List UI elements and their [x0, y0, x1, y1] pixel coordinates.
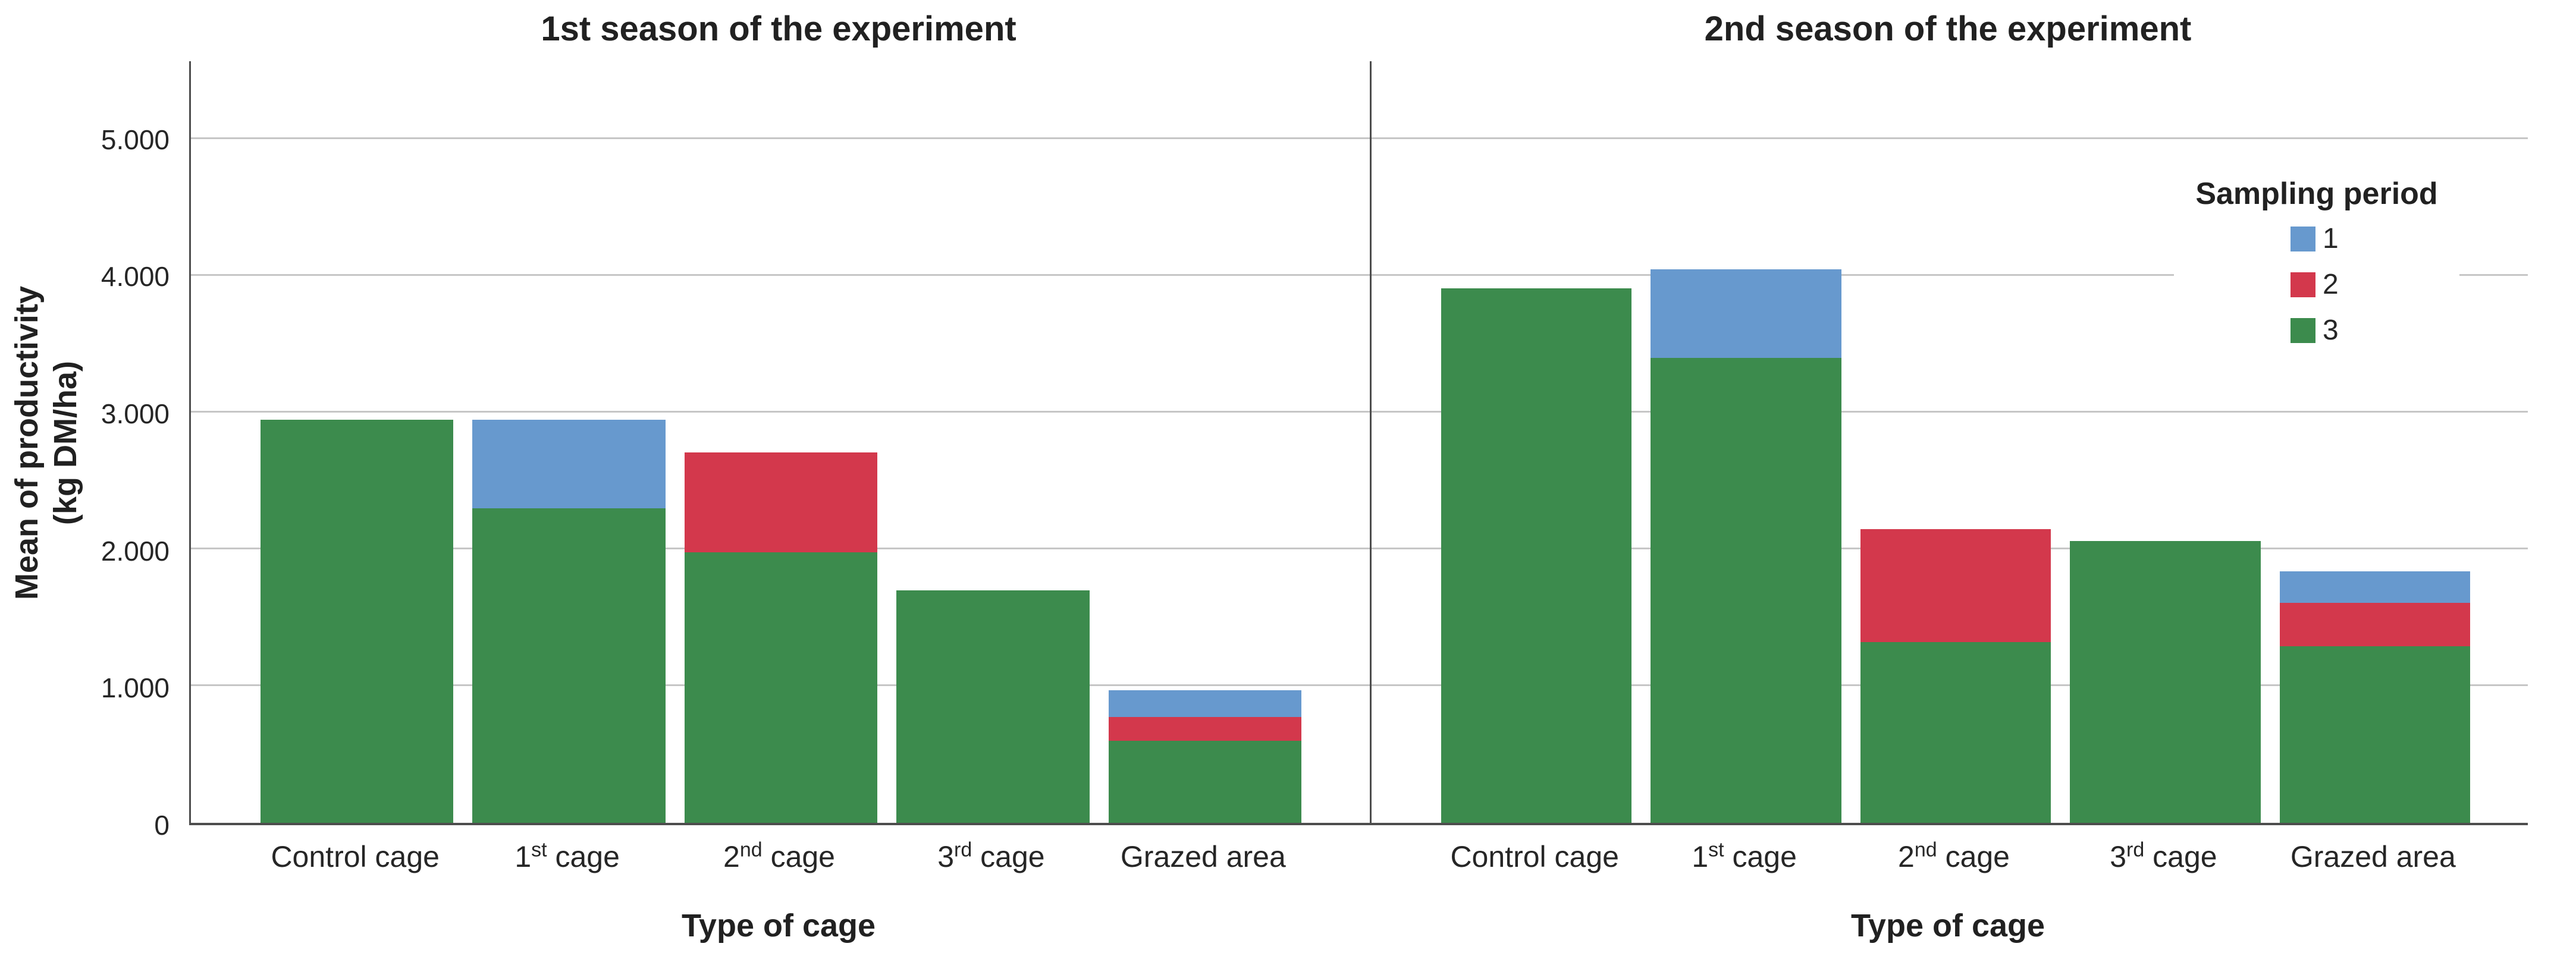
x-tick-labels-season-2: Control cage 1st cage 2nd cage 3rd cage Graz… [1370, 839, 2528, 887]
legend-label-2: 2 [2323, 269, 2339, 300]
gridline-2.000 [191, 548, 2528, 550]
gridline-1.000 [191, 684, 2528, 687]
x-axis-title-season-2: Type of cage [1850, 908, 2045, 944]
bar-segment-period-3 [896, 590, 1090, 823]
bar-segment-period-2 [1860, 529, 2051, 643]
bar-segment-period-1 [472, 419, 666, 509]
x-tick-label-1: 1st cage [1692, 838, 1797, 873]
legend-swatch-2 [2291, 272, 2315, 297]
legend-label-3: 3 [2323, 315, 2339, 346]
x-tick-label-control-cage: Control cage [271, 840, 440, 873]
plot-area [189, 61, 2528, 825]
bar-grazed-area [1108, 61, 1302, 823]
y-tick-label-4.000: 4.000 [101, 261, 170, 293]
y-tick-label-3.000: 3.000 [101, 398, 170, 429]
bar-grazed-area [2279, 61, 2471, 823]
y-axis-tick-labels: 0 1.000 2.000 3.000 4.000 5.000 [0, 61, 170, 841]
bar-segment-period-3 [1860, 642, 2051, 823]
bar-segment-period-2 [1108, 716, 1302, 741]
legend-items: 1 2 3 [2174, 222, 2459, 347]
gridline-3.000 [191, 411, 2528, 413]
x-tick-label-grazed-area: Grazed area [1120, 840, 1286, 873]
bar-1 [472, 61, 666, 823]
legend: Sampling period 1 2 3 [2174, 171, 2459, 356]
x-axis-title-season-1: Type of cage [681, 908, 876, 944]
bars-season-2 [1372, 61, 2530, 823]
x-tick-label-3: 3rd cage [937, 838, 1045, 873]
bar-segment-period-2 [2279, 602, 2471, 647]
gridline-5.000 [191, 137, 2528, 140]
legend-swatch-3 [2291, 317, 2315, 343]
bar-3 [896, 61, 1090, 823]
bar-segment-period-3 [261, 419, 454, 823]
bar-segment-period-3 [2279, 646, 2471, 823]
panel-title-season-1: 1st season of the experiment [541, 10, 1016, 48]
legend-item-2: 2 [2174, 268, 2459, 301]
x-tick-labels-season-1: Control cage 1st cage 2nd cage 3rd cage Graz… [189, 839, 1368, 887]
x-tick-label-3: 3rd cage [2110, 838, 2217, 873]
legend-label-1: 1 [2323, 223, 2339, 254]
bars-season-1 [191, 61, 1370, 823]
x-tick-label-control-cage: Control cage [1450, 840, 1619, 873]
y-tick-label-2.000: 2.000 [101, 535, 170, 567]
x-tick-label-2: 2nd cage [723, 838, 835, 873]
y-tick-label-1.000: 1.000 [101, 672, 170, 704]
bar-control-cage [1441, 61, 1632, 823]
bar-2 [1860, 61, 2051, 823]
x-tick-label-2: 2nd cage [1898, 838, 2010, 873]
legend-swatch-1 [2291, 226, 2315, 251]
panel-separator-line [1370, 61, 1372, 823]
gridline-4.000 [191, 274, 2528, 276]
bar-segment-period-2 [684, 452, 878, 552]
x-tick-label-grazed-area: Grazed area [2290, 840, 2456, 873]
bar-segment-period-1 [1651, 269, 1841, 358]
panel-title-season-2: 2nd season of the experiment [1704, 10, 2192, 48]
bar-segment-period-3 [2070, 541, 2261, 823]
legend-title: Sampling period [2195, 177, 2438, 211]
legend-item-1: 1 [2174, 222, 2459, 255]
y-tick-label-0: 0 [154, 810, 170, 841]
bar-segment-period-1 [2279, 571, 2471, 603]
bar-1 [1651, 61, 1841, 823]
bar-segment-period-3 [1441, 288, 1632, 823]
bar-2 [684, 61, 878, 823]
bar-control-cage [261, 61, 454, 823]
bar-segment-period-3 [1108, 741, 1302, 823]
bar-segment-period-3 [1651, 358, 1841, 823]
bar-segment-period-3 [684, 552, 878, 823]
x-tick-label-1: 1st cage [514, 838, 620, 873]
legend-item-3: 3 [2174, 314, 2459, 347]
bar-3 [2070, 61, 2261, 823]
bar-segment-period-1 [1108, 690, 1302, 717]
bar-segment-period-3 [472, 508, 666, 823]
y-tick-label-5.000: 5.000 [101, 124, 170, 155]
